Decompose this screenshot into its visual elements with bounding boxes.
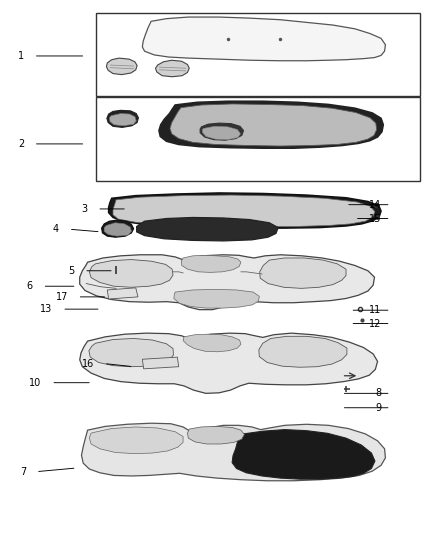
Polygon shape bbox=[202, 126, 240, 140]
Polygon shape bbox=[232, 430, 375, 479]
Polygon shape bbox=[113, 195, 375, 227]
Text: 3: 3 bbox=[81, 204, 88, 214]
Text: 9: 9 bbox=[375, 403, 381, 413]
Polygon shape bbox=[187, 426, 244, 444]
Polygon shape bbox=[260, 258, 346, 288]
Polygon shape bbox=[183, 334, 241, 352]
Polygon shape bbox=[107, 110, 138, 127]
Polygon shape bbox=[137, 217, 278, 241]
Text: 4: 4 bbox=[53, 224, 59, 234]
Polygon shape bbox=[159, 101, 383, 148]
Text: 15: 15 bbox=[369, 214, 381, 223]
Polygon shape bbox=[80, 255, 374, 310]
Polygon shape bbox=[109, 193, 381, 228]
Bar bbox=[96, 97, 420, 181]
Text: 14: 14 bbox=[369, 200, 381, 209]
Text: 7: 7 bbox=[20, 467, 26, 477]
Text: 1: 1 bbox=[18, 51, 24, 61]
Text: 6: 6 bbox=[27, 281, 33, 291]
Polygon shape bbox=[181, 255, 241, 272]
Polygon shape bbox=[104, 223, 131, 236]
Polygon shape bbox=[106, 58, 137, 75]
Polygon shape bbox=[259, 336, 347, 367]
Polygon shape bbox=[89, 338, 173, 367]
Polygon shape bbox=[89, 260, 173, 287]
Polygon shape bbox=[81, 423, 385, 481]
Text: 2: 2 bbox=[18, 139, 24, 149]
Text: 11: 11 bbox=[369, 305, 381, 315]
Polygon shape bbox=[170, 104, 377, 146]
Polygon shape bbox=[155, 60, 189, 77]
Text: 10: 10 bbox=[29, 378, 42, 387]
Bar bbox=[96, 13, 420, 96]
Polygon shape bbox=[102, 220, 134, 237]
Text: 17: 17 bbox=[56, 292, 68, 302]
Polygon shape bbox=[80, 333, 378, 393]
Text: 16: 16 bbox=[82, 359, 94, 368]
Text: 12: 12 bbox=[369, 319, 381, 328]
Text: 13: 13 bbox=[40, 304, 53, 314]
Polygon shape bbox=[142, 357, 179, 369]
Text: 8: 8 bbox=[375, 389, 381, 398]
Polygon shape bbox=[107, 288, 138, 299]
Polygon shape bbox=[89, 427, 183, 454]
Polygon shape bbox=[110, 114, 136, 126]
Polygon shape bbox=[142, 17, 385, 61]
Polygon shape bbox=[174, 289, 259, 308]
Polygon shape bbox=[200, 123, 244, 140]
Text: 5: 5 bbox=[68, 266, 74, 276]
